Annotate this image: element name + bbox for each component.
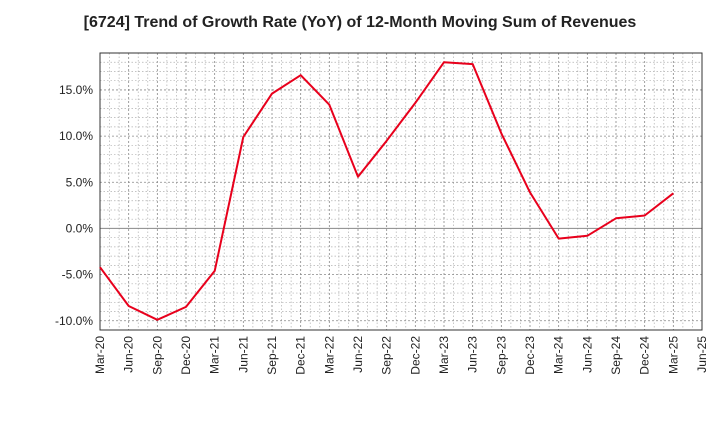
x-tick-label: Jun-24 — [580, 336, 594, 373]
x-tick-label: Dec-21 — [294, 336, 308, 375]
x-tick-label: Dec-24 — [638, 336, 652, 375]
x-tick-label: Jun-21 — [236, 336, 250, 373]
x-tick-label: Mar-20 — [93, 336, 107, 374]
chart-title: [6724] Trend of Growth Rate (YoY) of 12-… — [83, 14, 637, 31]
x-tick-label: Mar-22 — [322, 336, 336, 374]
x-tick-label: Sep-22 — [380, 336, 394, 375]
y-tick-label: 0.0% — [66, 221, 94, 235]
x-tick-label: Mar-21 — [208, 336, 222, 374]
series-line — [99, 61, 674, 321]
x-tick-label: Sep-21 — [265, 336, 279, 375]
x-tick-label: Dec-20 — [179, 336, 193, 375]
y-tick-label: 10.0% — [59, 129, 93, 143]
x-tick-label: Sep-20 — [150, 336, 164, 375]
y-tick-label: -5.0% — [62, 268, 94, 282]
x-tick-label: Mar-23 — [437, 336, 451, 374]
y-tick-label: 5.0% — [66, 175, 94, 189]
x-tick-label: Dec-23 — [523, 336, 537, 375]
x-tick-label: Dec-22 — [408, 336, 422, 375]
x-tick-label: Jun-20 — [122, 336, 136, 373]
x-tick-label: Sep-23 — [494, 336, 508, 375]
x-tick-label: Jun-25 — [695, 336, 709, 373]
y-tick-label: 15.0% — [59, 83, 93, 97]
x-tick-label: Mar-24 — [552, 336, 566, 374]
x-tick-label: Mar-25 — [666, 336, 680, 374]
x-tick-label: Jun-22 — [351, 336, 365, 373]
plot-border — [99, 52, 703, 331]
x-tick-label: Sep-24 — [609, 336, 623, 375]
x-tick-label: Jun-23 — [466, 336, 480, 373]
y-tick-label: -10.0% — [55, 314, 93, 328]
